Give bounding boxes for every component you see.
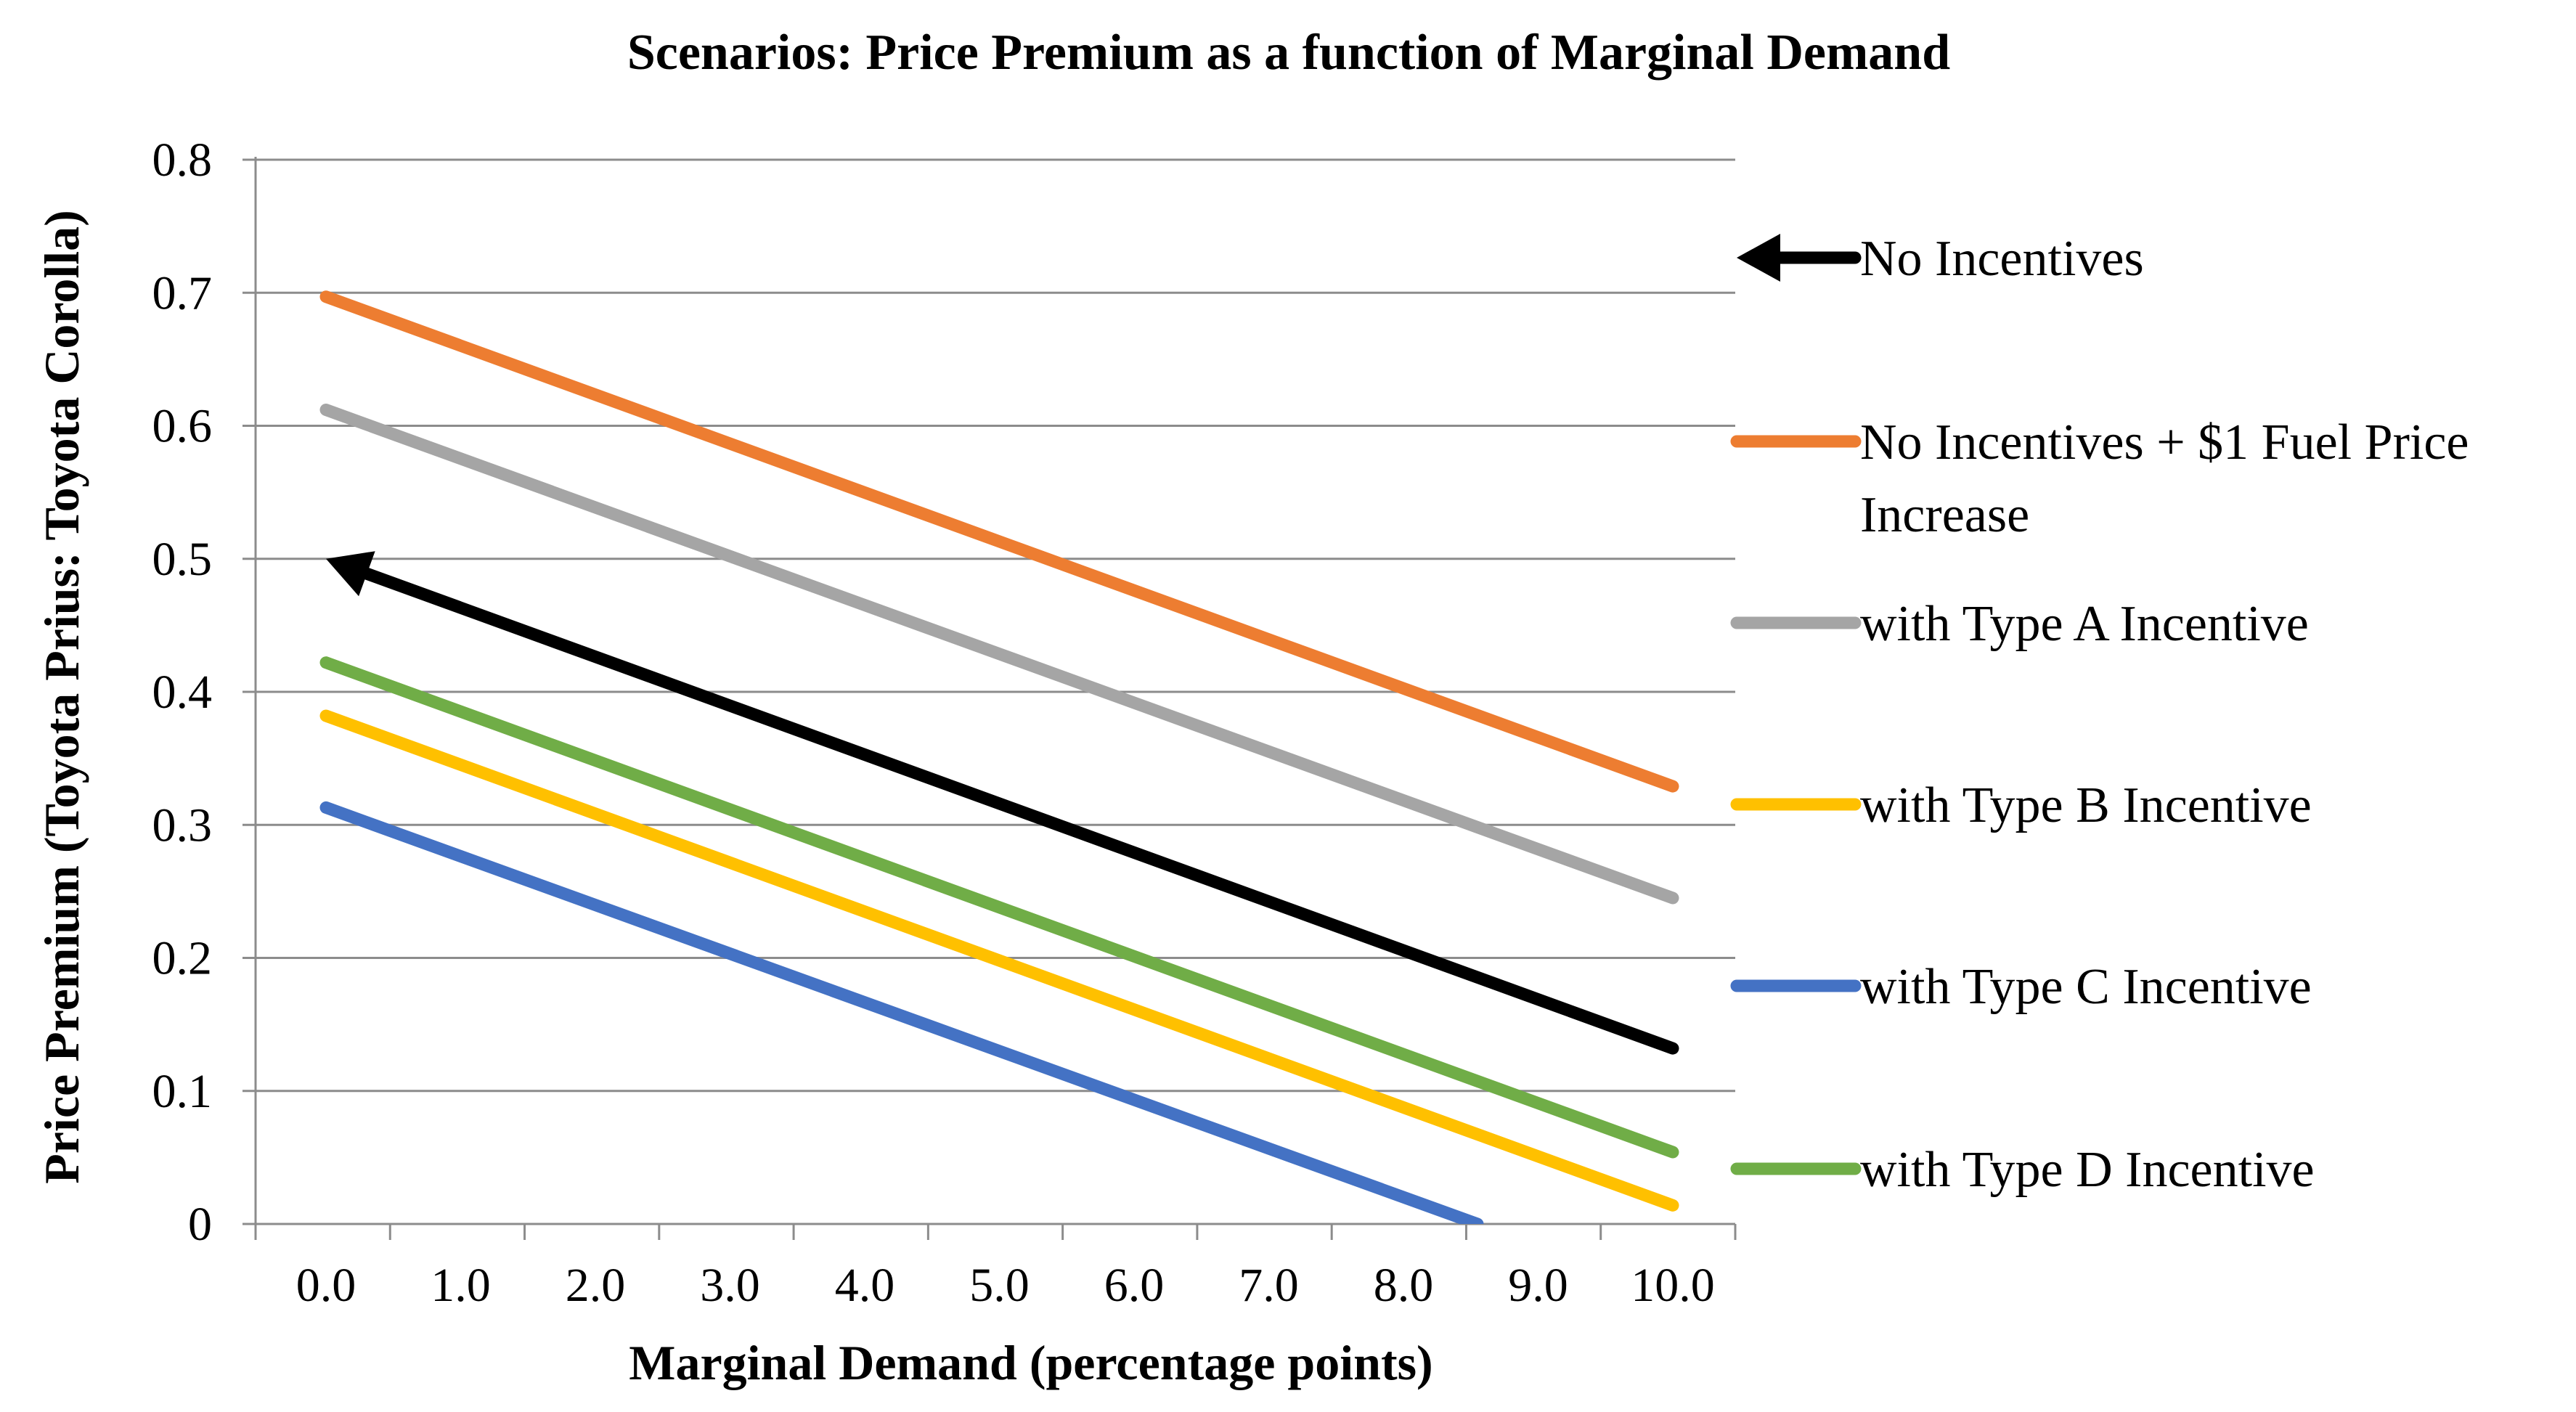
x-tick-label: 3.0	[700, 1259, 760, 1312]
legend-label: Increase	[1860, 487, 2029, 543]
series-line	[319, 656, 1679, 1159]
x-tick-label: 2.0	[566, 1259, 626, 1312]
y-tick-label: 0.5	[152, 533, 213, 586]
y-tick-label: 0.8	[152, 134, 213, 187]
series-line	[319, 404, 1679, 905]
x-axis-title: Marginal Demand (percentage points)	[629, 1335, 1432, 1390]
x-tick-label: 5.0	[969, 1259, 1030, 1312]
x-tick-label: 0.0	[296, 1259, 356, 1312]
y-tick-label: 0.1	[152, 1065, 213, 1118]
gridlines	[256, 158, 1735, 1093]
legend-label: with Type C Incentive	[1860, 959, 2312, 1015]
tick-labels: 0 0.1 0.2 0.3 0.4 0.5 0.6 0.7 0.8 0.0 1.0 2.0 3.0 4.0…	[152, 134, 1715, 1312]
x-tick-label: 9.0	[1508, 1259, 1568, 1312]
y-tick-label: 0.4	[152, 666, 213, 719]
legend-label: No Incentives	[1860, 231, 2144, 287]
x-tick-label: 7.0	[1239, 1259, 1299, 1312]
y-tick-label: 0.2	[152, 932, 213, 985]
legend-label: with Type D Incentive	[1860, 1142, 2315, 1198]
series-line	[319, 709, 1679, 1212]
series-arrowhead	[326, 551, 375, 597]
series-lines	[319, 290, 1679, 1224]
x-tick-label: 10.0	[1631, 1259, 1715, 1312]
legend-arrowhead	[1737, 234, 1780, 282]
legend-label: No Incentives + $1 Fuel Price	[1860, 415, 2469, 470]
x-tick-label: 6.0	[1104, 1259, 1165, 1312]
y-axis-title: Price Premium (Toyota Prius: Toyota Coro…	[34, 210, 89, 1184]
x-tick-label: 4.0	[835, 1259, 895, 1312]
series-line	[319, 801, 1484, 1224]
y-tick-label: 0.3	[152, 799, 213, 852]
axes	[242, 157, 1737, 1240]
legend-label: with Type B Incentive	[1860, 778, 2312, 833]
series-line	[340, 560, 1679, 1055]
y-tick-label: 0.6	[152, 400, 213, 453]
series-line	[319, 290, 1679, 793]
x-tick-label: 8.0	[1374, 1259, 1434, 1312]
legend: No Incentives No Incentives + $1 Fuel Pri…	[1730, 231, 2469, 1198]
y-tick-label: 0	[188, 1198, 212, 1251]
chart-title: Scenarios: Price Premium as a function o…	[627, 25, 1950, 81]
legend-label: with Type A Incentive	[1860, 596, 2309, 652]
x-tick-label: 1.0	[431, 1259, 491, 1312]
y-tick-label: 0.7	[152, 266, 213, 319]
